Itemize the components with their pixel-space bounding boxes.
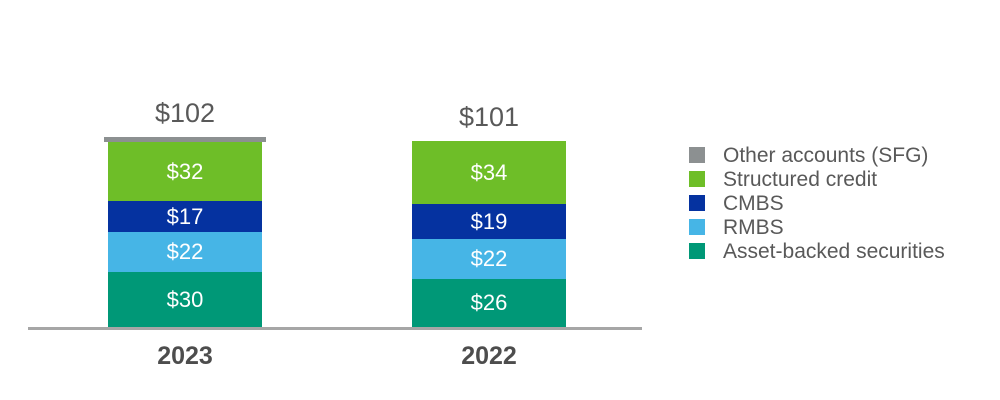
total-label-2023: $102 [154,98,216,128]
category-label-2022: 2022 [461,342,517,370]
segment-value-label: $22 [470,246,508,271]
legend-item-label: RMBS [723,215,784,239]
legend-item-label: Other accounts (SFG) [723,143,929,167]
legend: Other accounts (SFG) Structured credit CMB… [689,143,945,267]
bar-2022: $34 $19 $22 $26 $101 2022 [412,102,566,370]
segment-asset-backed-securities-2022: $26 [412,279,566,327]
segment-asset-backed-securities-2023: $30 [108,272,262,327]
segment-other-accounts-sfg-2023 [104,137,266,142]
segment-cmbs-2022: $19 [412,204,566,239]
segment-rmbs-2022: $22 [412,239,566,279]
legend-item-rmbs: RMBS [689,215,945,239]
segment-value-label: $30 [166,286,204,312]
legend-item-structured-credit: Structured credit [689,167,945,191]
category-label-2023: 2023 [157,342,213,370]
segment-value-label: $22 [166,239,204,264]
legend-swatch-icon [689,243,705,259]
segment-value-label: $26 [470,290,508,315]
segment-cmbs-2023: $17 [108,201,262,232]
bar-2023: $32 $17 $22 $30 $102 2023 [104,98,266,370]
segment-structured-credit-2023: $32 [108,142,262,201]
legend-item-asset-backed-securities: Asset-backed securities [689,239,945,263]
x-axis-line [28,327,642,330]
legend-swatch-icon [689,219,705,235]
segment-value-label: $17 [166,203,204,229]
legend-item-label: Asset-backed securities [723,239,945,263]
segment-value-label: $34 [470,159,508,185]
legend-item-cmbs: CMBS [689,191,945,215]
segment-rmbs-2023: $22 [108,232,262,272]
legend-swatch-icon [689,195,705,211]
total-label-2022: $101 [458,102,520,132]
legend-item-label: CMBS [723,191,784,215]
segment-value-label: $32 [166,158,204,184]
legend-item-label: Structured credit [723,167,878,191]
segment-value-label: $19 [470,208,508,234]
legend-item-other-accounts-sfg: Other accounts (SFG) [689,143,945,167]
legend-swatch-icon [689,171,705,187]
legend-swatch-icon [689,147,705,163]
segment-structured-credit-2022: $34 [412,141,566,204]
